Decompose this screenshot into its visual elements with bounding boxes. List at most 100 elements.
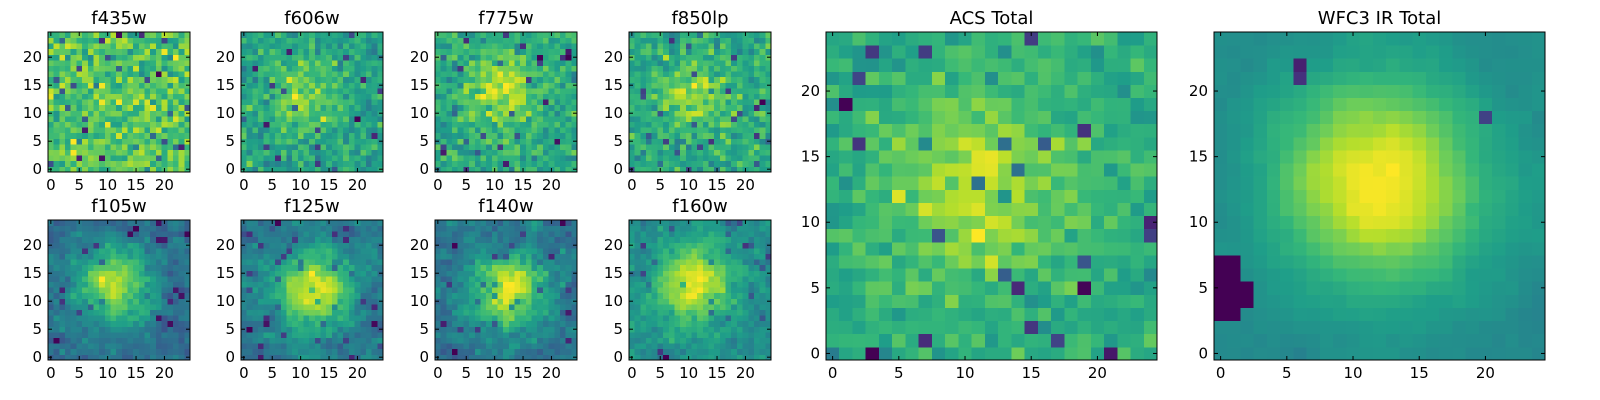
heatmap-cell	[161, 121, 168, 128]
heatmap-cell	[121, 54, 128, 61]
heatmap-cell	[127, 220, 134, 226]
heatmap-cell	[172, 155, 180, 162]
heatmap-cell	[371, 82, 378, 89]
heatmap-cell	[252, 281, 259, 288]
heatmap-cell	[241, 116, 248, 122]
heatmap-cell	[646, 309, 653, 316]
heatmap-cell	[537, 60, 544, 66]
heatmap-cell	[548, 60, 555, 66]
heatmap-cell	[348, 320, 355, 327]
heatmap-cell	[263, 104, 270, 111]
heatmap-cell	[714, 332, 721, 338]
heatmap-cell	[486, 65, 493, 72]
heatmap-cell	[559, 309, 567, 316]
heatmap-cell	[246, 337, 253, 344]
heatmap-cell	[178, 354, 185, 361]
heatmap-cell	[748, 71, 755, 78]
x-tick-label: 5	[74, 364, 84, 382]
heatmap-cell	[714, 54, 721, 61]
heatmap-cell	[309, 82, 316, 89]
heatmap-cell	[725, 60, 732, 66]
heatmap-cell	[360, 298, 367, 305]
heatmap-cell	[697, 32, 704, 38]
heatmap-cell	[275, 110, 282, 117]
heatmap-cell	[759, 292, 766, 299]
heatmap-cell	[167, 110, 174, 117]
heatmap-cell	[554, 149, 561, 156]
heatmap-cell	[491, 82, 498, 89]
heatmap-cell	[269, 281, 276, 288]
heatmap-cell	[320, 82, 327, 89]
heatmap-cell	[554, 348, 561, 355]
heatmap-cell	[258, 225, 265, 232]
heatmap-cell	[150, 270, 157, 277]
heatmap-cell	[486, 155, 493, 162]
heatmap-cell	[155, 155, 162, 162]
heatmap-cell	[354, 43, 361, 50]
heatmap-cell	[457, 155, 464, 162]
heatmap-cell	[708, 71, 715, 78]
heatmap-cell	[759, 348, 766, 355]
heatmap-cell	[452, 160, 459, 167]
heatmap-cell	[491, 337, 498, 344]
heatmap-cell	[542, 82, 549, 89]
heatmap-cell	[531, 132, 538, 139]
heatmap-cell	[514, 231, 521, 238]
heatmap-cell	[331, 315, 338, 322]
heatmap-cell	[53, 127, 60, 134]
heatmap-cell	[82, 276, 89, 282]
heatmap-cell	[144, 337, 151, 344]
heatmap-cell	[155, 304, 162, 310]
heatmap-cell	[360, 259, 367, 266]
heatmap-cell	[303, 32, 310, 38]
heatmap-cell	[725, 93, 732, 100]
heatmap-cell	[634, 93, 641, 100]
heatmap-cell	[258, 326, 265, 333]
heatmap-cell	[99, 298, 106, 305]
heatmap-cell	[714, 337, 721, 344]
heatmap-cell	[640, 88, 647, 94]
heatmap-cell	[565, 160, 572, 167]
heatmap-cell	[371, 48, 378, 55]
heatmap-cell	[542, 332, 549, 338]
heatmap-cell	[452, 354, 459, 361]
heatmap-cell	[503, 60, 510, 66]
heatmap-cell	[82, 149, 89, 156]
heatmap-cell	[82, 253, 89, 260]
heatmap-cell	[497, 242, 504, 249]
heatmap-cell	[457, 270, 464, 277]
heatmap-cell	[133, 242, 140, 249]
heatmap-cell	[354, 287, 361, 294]
heatmap-cell	[309, 60, 316, 66]
heatmap-cell	[314, 104, 321, 111]
heatmap-cell	[486, 348, 493, 355]
heatmap-cells	[241, 220, 384, 361]
heatmap-cell	[65, 37, 72, 44]
heatmap-cell	[497, 332, 504, 338]
heatmap-cell	[531, 160, 538, 167]
heatmap-cell	[104, 43, 111, 50]
heatmap-cell	[354, 253, 361, 260]
heatmap-cell	[337, 116, 344, 122]
heatmap-cell	[280, 60, 287, 66]
y-tick-label: 5	[32, 320, 42, 338]
heatmap-cell	[280, 144, 287, 150]
heatmap-cell	[753, 32, 761, 38]
heatmap-cell	[309, 326, 316, 333]
heatmap-cell	[314, 270, 321, 277]
y-tick-label: 20	[410, 236, 429, 254]
heatmap-cell	[76, 144, 83, 150]
heatmap-cell	[668, 276, 675, 282]
heatmap-cell	[742, 121, 749, 128]
heatmap-cell	[65, 82, 72, 89]
heatmap-cell	[685, 48, 692, 55]
heatmap-cell	[525, 292, 532, 299]
heatmap-cell	[99, 166, 106, 173]
heatmap-cell	[559, 149, 567, 156]
heatmap-cell	[184, 287, 191, 294]
heatmap-cell	[360, 37, 367, 44]
heatmap-cell	[116, 276, 123, 282]
heatmap-cell	[309, 248, 316, 254]
heatmap-cell	[320, 315, 327, 322]
heatmap-cell	[178, 253, 185, 260]
